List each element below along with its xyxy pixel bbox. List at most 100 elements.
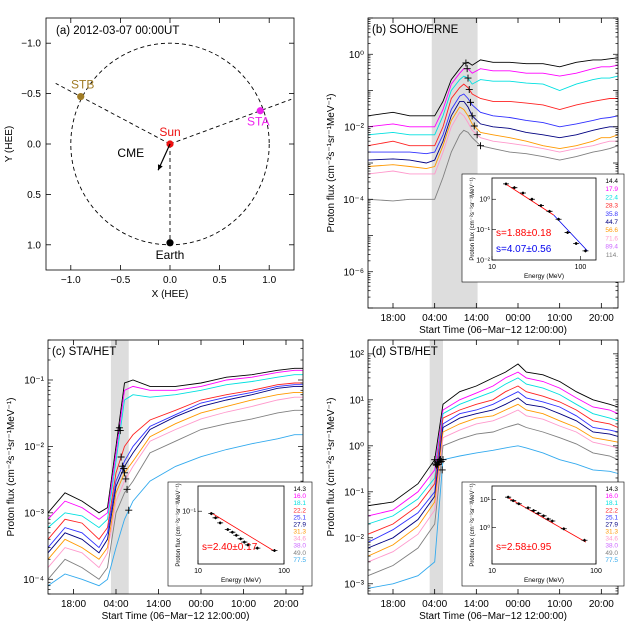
x-tick-label: 04:00 — [103, 599, 128, 610]
inset-legend-entry: 22.2 — [293, 507, 306, 514]
y-axis-label: Y (HEE) — [4, 126, 15, 163]
inset-y-tick-label: 10⁰ — [479, 196, 490, 204]
inset-data-marker — [214, 516, 217, 520]
x-tick-label: 14:00 — [464, 313, 489, 324]
y-tick-label: −1.0 — [21, 39, 41, 50]
inset-legend-entry: 18.1 — [293, 500, 306, 507]
inset-legend-entry: 38.0 — [293, 543, 306, 550]
inset-legend-entry: 34.6 — [293, 536, 306, 543]
x-tick-label: 20:00 — [589, 599, 614, 610]
inset-data-marker — [566, 231, 569, 234]
y-tick-label: 10⁻⁴ — [23, 575, 44, 586]
label-stb: STB — [71, 78, 94, 92]
inset-legend-entry: 17.9 — [605, 186, 618, 193]
peak-marker — [122, 475, 130, 483]
x-tick-label: 04:00 — [422, 599, 447, 610]
y-tick-label: 10⁰ — [349, 441, 364, 452]
inset-legend-entry: 31.3 — [605, 529, 618, 536]
inset-fit-label: s=2.58±0.95 — [496, 542, 552, 553]
inset-data-marker — [511, 499, 515, 502]
series-line — [367, 100, 618, 164]
inset-y-tick-label: 10¹ — [480, 497, 491, 504]
inset-data-marker — [550, 519, 554, 523]
inset-data-marker — [583, 538, 586, 542]
panel-title: (b) SOHO/ERNE — [372, 24, 459, 36]
label-earth: Earth — [156, 248, 185, 262]
y-tick-label: 10⁻² — [344, 533, 364, 544]
inset-data-marker — [246, 543, 250, 547]
y-tick-label: 10⁻³ — [344, 579, 364, 590]
series-line — [367, 111, 618, 175]
inset-data-marker — [537, 511, 540, 515]
inset-data-marker — [226, 528, 230, 531]
inset-data-marker — [506, 495, 510, 499]
inset-y-axis-label: Proton flux (cm⁻²s⁻¹sr⁻¹MeV⁻¹) — [470, 483, 476, 566]
inset-fit-line — [506, 496, 587, 543]
inset-data-marker — [526, 506, 530, 510]
peak-marker — [437, 457, 445, 465]
inset-data-marker — [548, 210, 551, 213]
inset-y-axis-label: Proton flux (cm⁻²s⁻¹sr⁻¹MeV⁻¹) — [176, 483, 182, 566]
peak-marker — [462, 59, 470, 67]
inset-legend-entry: 27.9 — [293, 521, 306, 528]
panel-b-soho-erne: 10⁻⁶ 10⁻⁴ 10⁻² 10⁰ 18:00 04:00 14:00 00:00 10:00… — [326, 17, 625, 336]
peak-marker — [117, 453, 125, 461]
x-tick-label: 1.0 — [262, 275, 276, 286]
inset-data-marker — [273, 549, 276, 552]
panel-title: (c) STA/HET — [52, 346, 116, 358]
y-tick-label: 10² — [350, 349, 365, 360]
inset-data-marker — [530, 197, 534, 201]
inset-legend-entry: 22.2 — [605, 507, 618, 514]
y-tick-label: 10⁻⁶ — [343, 267, 364, 278]
series-line — [367, 391, 619, 543]
peak-marker — [468, 112, 476, 120]
y-tick-label: 10¹ — [350, 395, 365, 406]
peak-marker — [120, 464, 128, 472]
series-line — [367, 75, 619, 136]
x-tick-label: 18:00 — [380, 599, 405, 610]
inset-legend-entry: 31.3 — [293, 529, 306, 536]
x-tick-label: 18:00 — [380, 313, 405, 324]
inset-legend-entry: 77.5 — [605, 557, 618, 564]
y-tick-label: 10⁻³ — [24, 508, 44, 519]
peak-marker — [473, 131, 481, 139]
inset-data-marker — [256, 546, 259, 550]
inset-plot: 10⁰ 10¹ 10 100 Energy (MeV) Proton flux (cm⁻²… — [461, 481, 625, 587]
inset-legend-entry: 25.1 — [293, 514, 306, 521]
x-tick-label: 0.0 — [163, 275, 177, 286]
series-line — [47, 374, 303, 529]
panel-title: (d) STB/HET — [372, 346, 438, 358]
series-line — [47, 369, 303, 520]
series-line — [367, 106, 619, 170]
inset-y-tick-label: 10⁻² — [476, 258, 490, 265]
series-line — [367, 129, 619, 202]
inset-data-marker — [243, 540, 246, 544]
peak-marker — [116, 427, 124, 435]
inset-legend-entry: 27.9 — [605, 521, 618, 528]
x-axis-label: Start Time (06−Mar−12 12:00:00) — [419, 325, 567, 336]
inset-x-tick-label: 10 — [488, 568, 496, 575]
label-sta: STA — [247, 115, 269, 129]
inset-x-tick-label: 100 — [278, 568, 290, 575]
peak-marker — [123, 485, 131, 493]
inset-plot: 10⁻² 10⁻¹ 10⁰ 10 100 Energy (MeV) Proton flux … — [461, 173, 625, 283]
inset-data-marker — [235, 533, 238, 537]
inset-legend-entry: 22.4 — [605, 194, 618, 201]
peak-marker — [477, 142, 484, 150]
inset-legend-entry: 35.8 — [605, 211, 618, 218]
x-axis-label: Start Time (06−Mar−12 12:00:00) — [419, 611, 567, 622]
inset-data-marker — [513, 186, 516, 189]
inset-legend-entry: 49.0 — [605, 550, 618, 557]
inset-legend-entry: 16.0 — [605, 493, 618, 500]
inset-fit-line — [210, 512, 274, 551]
plot-frame — [367, 339, 619, 595]
inset-data-marker — [517, 502, 521, 506]
inset-legend-entry: 28.3 — [605, 203, 618, 210]
inset-data-marker — [532, 509, 535, 512]
series-line — [47, 367, 303, 514]
x-tick-label: −0.5 — [111, 275, 131, 286]
series-line — [367, 371, 619, 517]
inset-data-marker — [546, 517, 550, 521]
x-tick-label: 20:00 — [273, 599, 298, 610]
